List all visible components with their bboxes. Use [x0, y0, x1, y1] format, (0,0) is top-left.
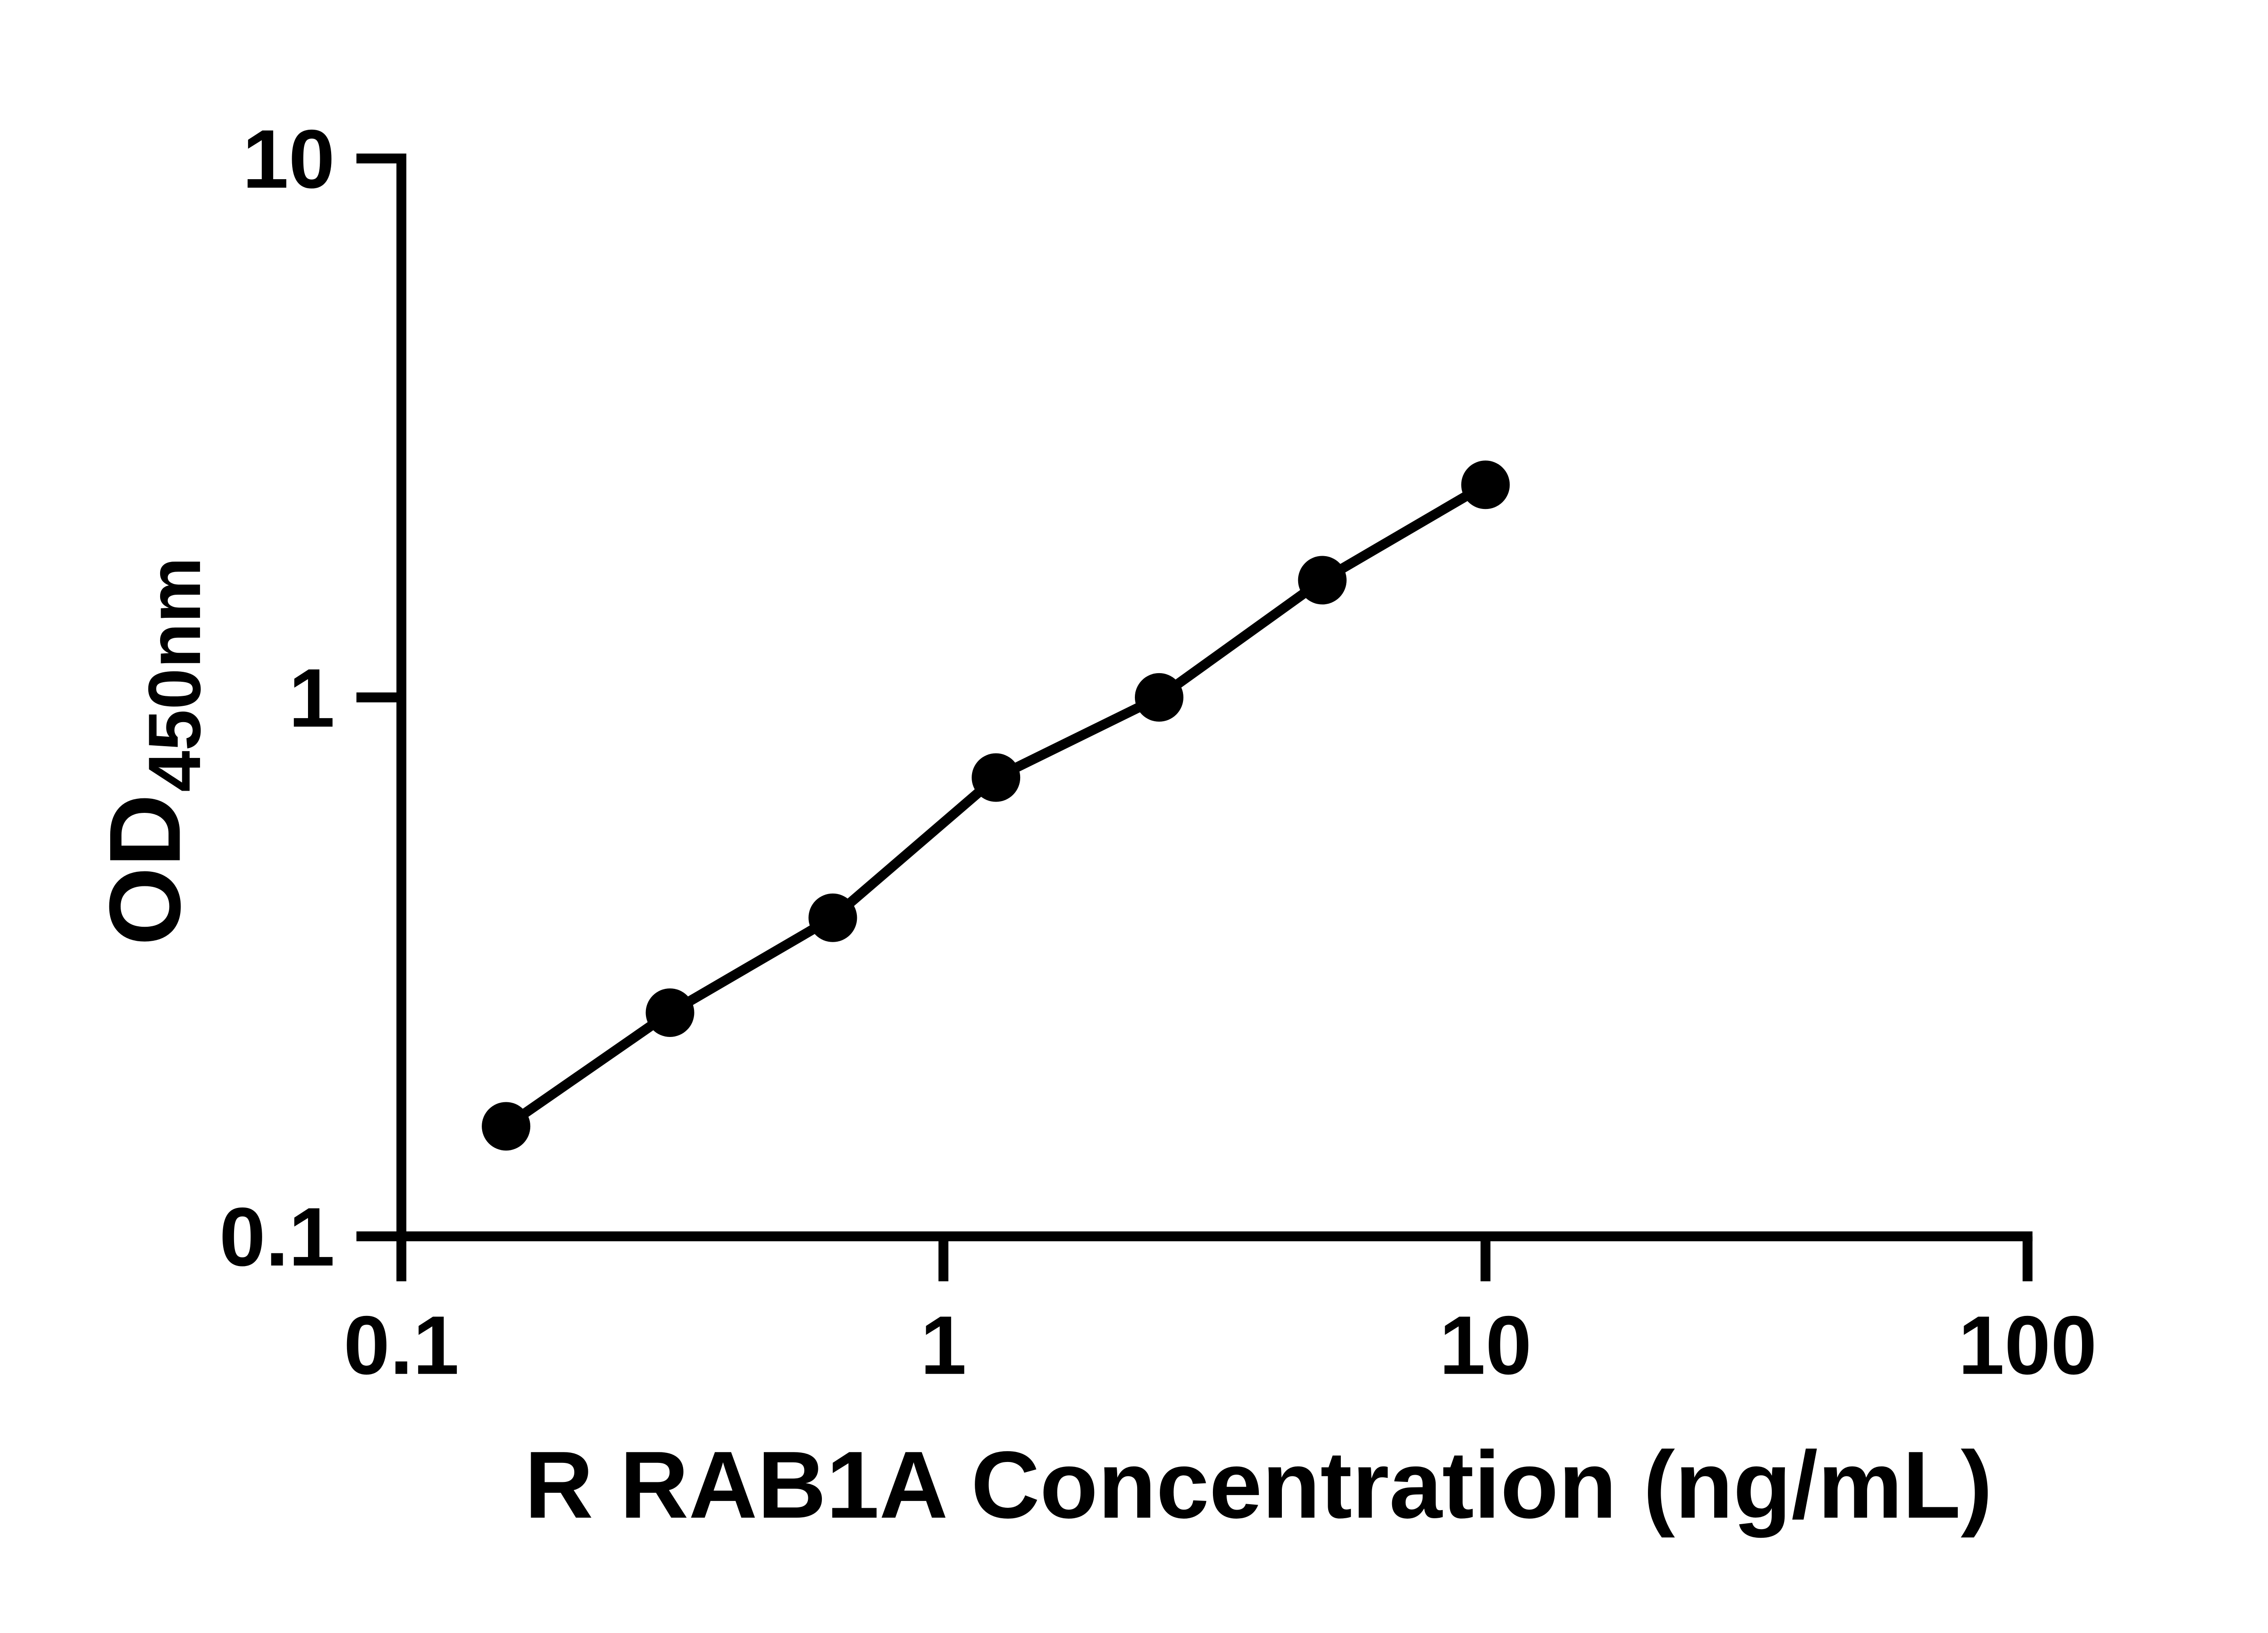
y-axis-title-main: OD: [88, 794, 201, 945]
x-tick-label: 100: [1958, 1299, 2097, 1392]
data-point: [1461, 460, 1510, 509]
x-axis-ticks: 0.1 1 10 100: [343, 1236, 2097, 1392]
data-point: [1134, 673, 1183, 722]
series-group: [482, 460, 1510, 1151]
x-tick-label: 0.1: [343, 1299, 459, 1392]
data-point: [482, 1102, 531, 1151]
data-point: [1298, 556, 1347, 605]
data-point: [972, 753, 1021, 802]
y-tick-label: 10: [242, 112, 335, 205]
y-axis-title-subscript: 450nm: [133, 557, 216, 792]
y-tick-label: 0.1: [219, 1190, 335, 1283]
y-tick-label: 1: [288, 651, 335, 744]
y-axis-ticks: 0.1 1 10: [219, 112, 401, 1283]
data-point: [645, 988, 694, 1037]
x-tick-label: 1: [920, 1299, 967, 1392]
data-point: [808, 893, 857, 942]
y-axis-title: OD 450nm: [88, 557, 216, 946]
plot-background: [0, 7, 2268, 1626]
x-axis-title: R RAB1A Concentration (ng/mL): [524, 1432, 1992, 1538]
x-tick-label: 10: [1439, 1299, 1532, 1392]
